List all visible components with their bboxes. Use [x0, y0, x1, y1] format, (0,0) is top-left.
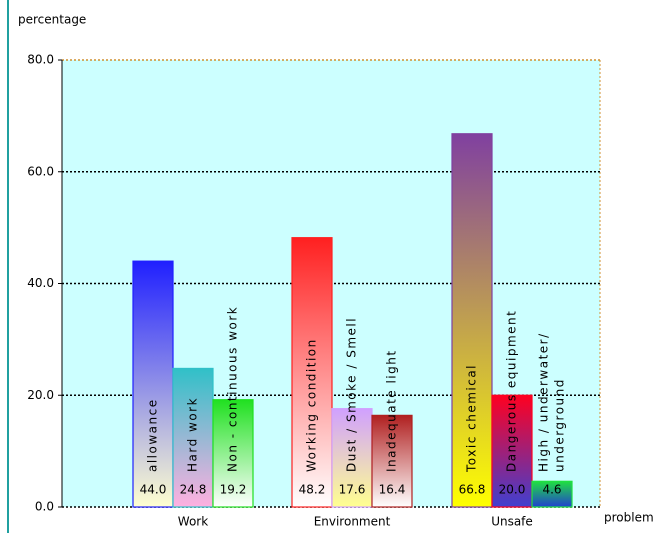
value-label: 4.6	[542, 483, 561, 497]
bar	[212, 399, 254, 508]
value-label: 19.2	[220, 483, 247, 497]
bar-name: underground	[553, 378, 567, 472]
bar	[531, 480, 573, 508]
value-label: 20.0	[499, 483, 526, 497]
value-label: 24.8	[180, 483, 207, 497]
y-tick-label: 20.0	[27, 388, 54, 402]
value-label: 16.4	[379, 483, 406, 497]
x-tick-label: Work	[178, 515, 208, 529]
x-tick-label: Unsafe	[491, 515, 533, 529]
bar-name: Toxic chemical	[465, 364, 479, 473]
value-label: 17.6	[339, 483, 366, 497]
bar	[132, 260, 174, 508]
bar-name: Dangerous equipment	[505, 310, 519, 472]
bar-name: High / underwater/	[537, 332, 551, 472]
bar-name: Working condition	[305, 338, 319, 472]
bar	[331, 408, 373, 508]
y-tick-label: 0.0	[35, 500, 54, 514]
bar-name: Inadequate light	[385, 349, 399, 472]
value-label: 48.2	[299, 483, 326, 497]
y-axis-label: percentage	[18, 13, 86, 27]
bar-name: Dust / Smoke / Smell	[345, 317, 359, 472]
y-tick-label: 40.0	[27, 276, 54, 290]
y-tick-label: 60.0	[27, 164, 54, 178]
bar	[371, 414, 413, 508]
bar	[291, 237, 333, 508]
bar-name: allowance	[146, 398, 160, 472]
bar-name: Hard work	[186, 397, 200, 472]
bar	[451, 133, 493, 508]
bar	[491, 394, 533, 508]
value-label: 66.8	[459, 483, 486, 497]
x-axis-label: problem	[604, 511, 654, 525]
value-label: 44.0	[140, 483, 167, 497]
bar-name: Non - continuous work	[226, 306, 240, 472]
y-tick-label: 80.0	[27, 53, 54, 67]
x-tick-label: Environment	[314, 515, 391, 529]
